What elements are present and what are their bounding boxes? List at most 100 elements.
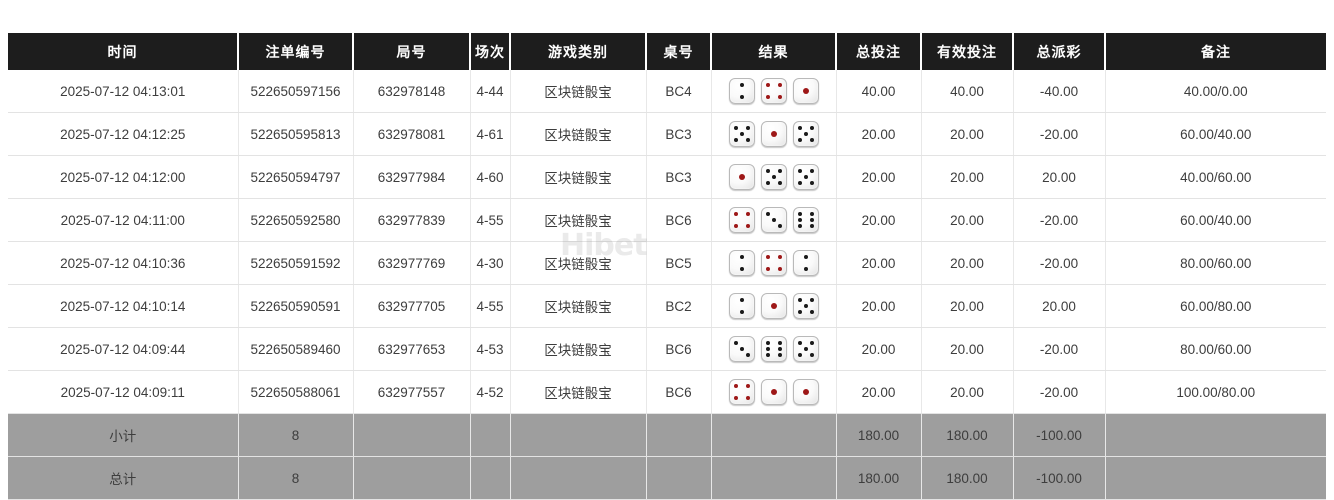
dice-result-group [716,293,832,319]
table-row: 2025-07-12 04:13:01 522650597156 632978148… [8,70,1326,113]
dice-face-4 [728,379,755,405]
dice-face-5 [728,121,755,147]
dice-pip [745,353,750,357]
summary-total-bet: 180.00 [836,456,922,500]
summary-session [470,413,511,457]
dice-pip [733,224,738,228]
cell-category: 区块链骰宝 [510,241,647,285]
summary-result [711,413,837,457]
dice-pip [733,138,738,142]
cell-order-no: 522650589460 [238,327,354,371]
dice-result-group [716,379,832,405]
dice-face-6 [792,207,819,233]
dice-pip [777,341,782,345]
dice-pip [797,218,802,222]
cell-remark: 100.00/80.00 [1105,370,1326,414]
column-header-category[interactable]: 游戏类别 [510,33,647,70]
column-header-order_no[interactable]: 注单编号 [238,33,354,70]
dice-pip [777,255,782,259]
cell-remark: 60.00/40.00 [1105,112,1326,156]
column-header-table_no[interactable]: 桌号 [646,33,712,70]
column-header-remark[interactable]: 备注 [1105,33,1326,70]
cell-time: 2025-07-12 04:10:14 [8,284,239,328]
dice-pip [733,384,738,388]
cell-order-no: 522650591592 [238,241,354,285]
cell-order-no: 522650592580 [238,198,354,242]
dice-pip [745,396,750,400]
cell-payout: -20.00 [1013,241,1106,285]
cell-total-bet: 20.00 [836,241,922,285]
cell-time: 2025-07-12 04:13:01 [8,70,239,113]
summary-round-no [353,413,471,457]
dice-pip [739,83,744,87]
dice-pip [770,389,777,395]
dice-pip [809,218,814,222]
dice-pip [745,224,750,228]
table-row: 2025-07-12 04:11:00 522650592580 632977839… [8,198,1326,242]
column-header-payout[interactable]: 总派彩 [1013,33,1106,70]
summary-session [470,456,511,500]
cell-remark: 80.00/60.00 [1105,327,1326,371]
column-header-time[interactable]: 时间 [8,33,239,70]
column-header-session[interactable]: 场次 [470,33,511,70]
cell-session: 4-53 [470,327,511,371]
dice-face-1 [760,293,787,319]
cell-result [711,112,837,156]
column-header-total_bet[interactable]: 总投注 [836,33,922,70]
summary-valid-bet: 180.00 [921,456,1014,500]
table-row: 2025-07-12 04:09:44 522650589460 632977653… [8,327,1326,371]
dice-pip [809,169,814,173]
summary-payout: -100.00 [1013,413,1106,457]
dice-pip [739,255,744,259]
dice-face-1 [792,379,819,405]
dice-pip [765,212,770,216]
cell-round-no: 632977984 [353,155,471,199]
dice-pip [802,389,809,395]
dice-pip [777,95,782,99]
column-header-valid_bet[interactable]: 有效投注 [921,33,1014,70]
dice-result-group [716,78,832,104]
cell-total-bet: 20.00 [836,327,922,371]
table-row: 2025-07-12 04:12:25 522650595813 632978081… [8,112,1326,156]
summary-label: 总计 [8,456,239,500]
cell-payout: -20.00 [1013,198,1106,242]
cell-time: 2025-07-12 04:09:11 [8,370,239,414]
dice-pip [797,341,802,345]
dice-pip [803,175,808,179]
dice-pip [739,347,744,351]
column-header-result[interactable]: 结果 [711,33,837,70]
cell-category: 区块链骰宝 [510,70,647,113]
cell-round-no: 632977653 [353,327,471,371]
cell-result [711,370,837,414]
dice-pip [739,132,744,136]
dice-pip [765,267,770,271]
dice-pip [809,138,814,142]
summary-category [510,456,647,500]
dice-pip [765,255,770,259]
cell-order-no: 522650588061 [238,370,354,414]
cell-table-no: BC6 [646,198,712,242]
column-header-round_no[interactable]: 局号 [353,33,471,70]
cell-time: 2025-07-12 04:10:36 [8,241,239,285]
cell-time: 2025-07-12 04:11:00 [8,198,239,242]
table-row: 2025-07-12 04:09:11 522650588061 632977557… [8,370,1326,414]
dice-result-group [716,250,832,276]
cell-session: 4-30 [470,241,511,285]
cell-payout: -40.00 [1013,70,1106,113]
dice-pip [777,353,782,357]
cell-table-no: BC6 [646,327,712,371]
cell-valid-bet: 40.00 [921,70,1014,113]
dice-face-3 [728,336,755,362]
dice-pip [733,212,738,216]
dice-face-1 [792,78,819,104]
cell-round-no: 632977769 [353,241,471,285]
cell-result [711,241,837,285]
cell-session: 4-55 [470,198,511,242]
summary-remark [1105,456,1326,500]
summary-payout: -100.00 [1013,456,1106,500]
summary-row: 总计 8 180.00 180.00 -100.00 [8,456,1326,500]
cell-time: 2025-07-12 04:12:00 [8,155,239,199]
cell-valid-bet: 20.00 [921,112,1014,156]
cell-table-no: BC4 [646,70,712,113]
cell-result [711,327,837,371]
